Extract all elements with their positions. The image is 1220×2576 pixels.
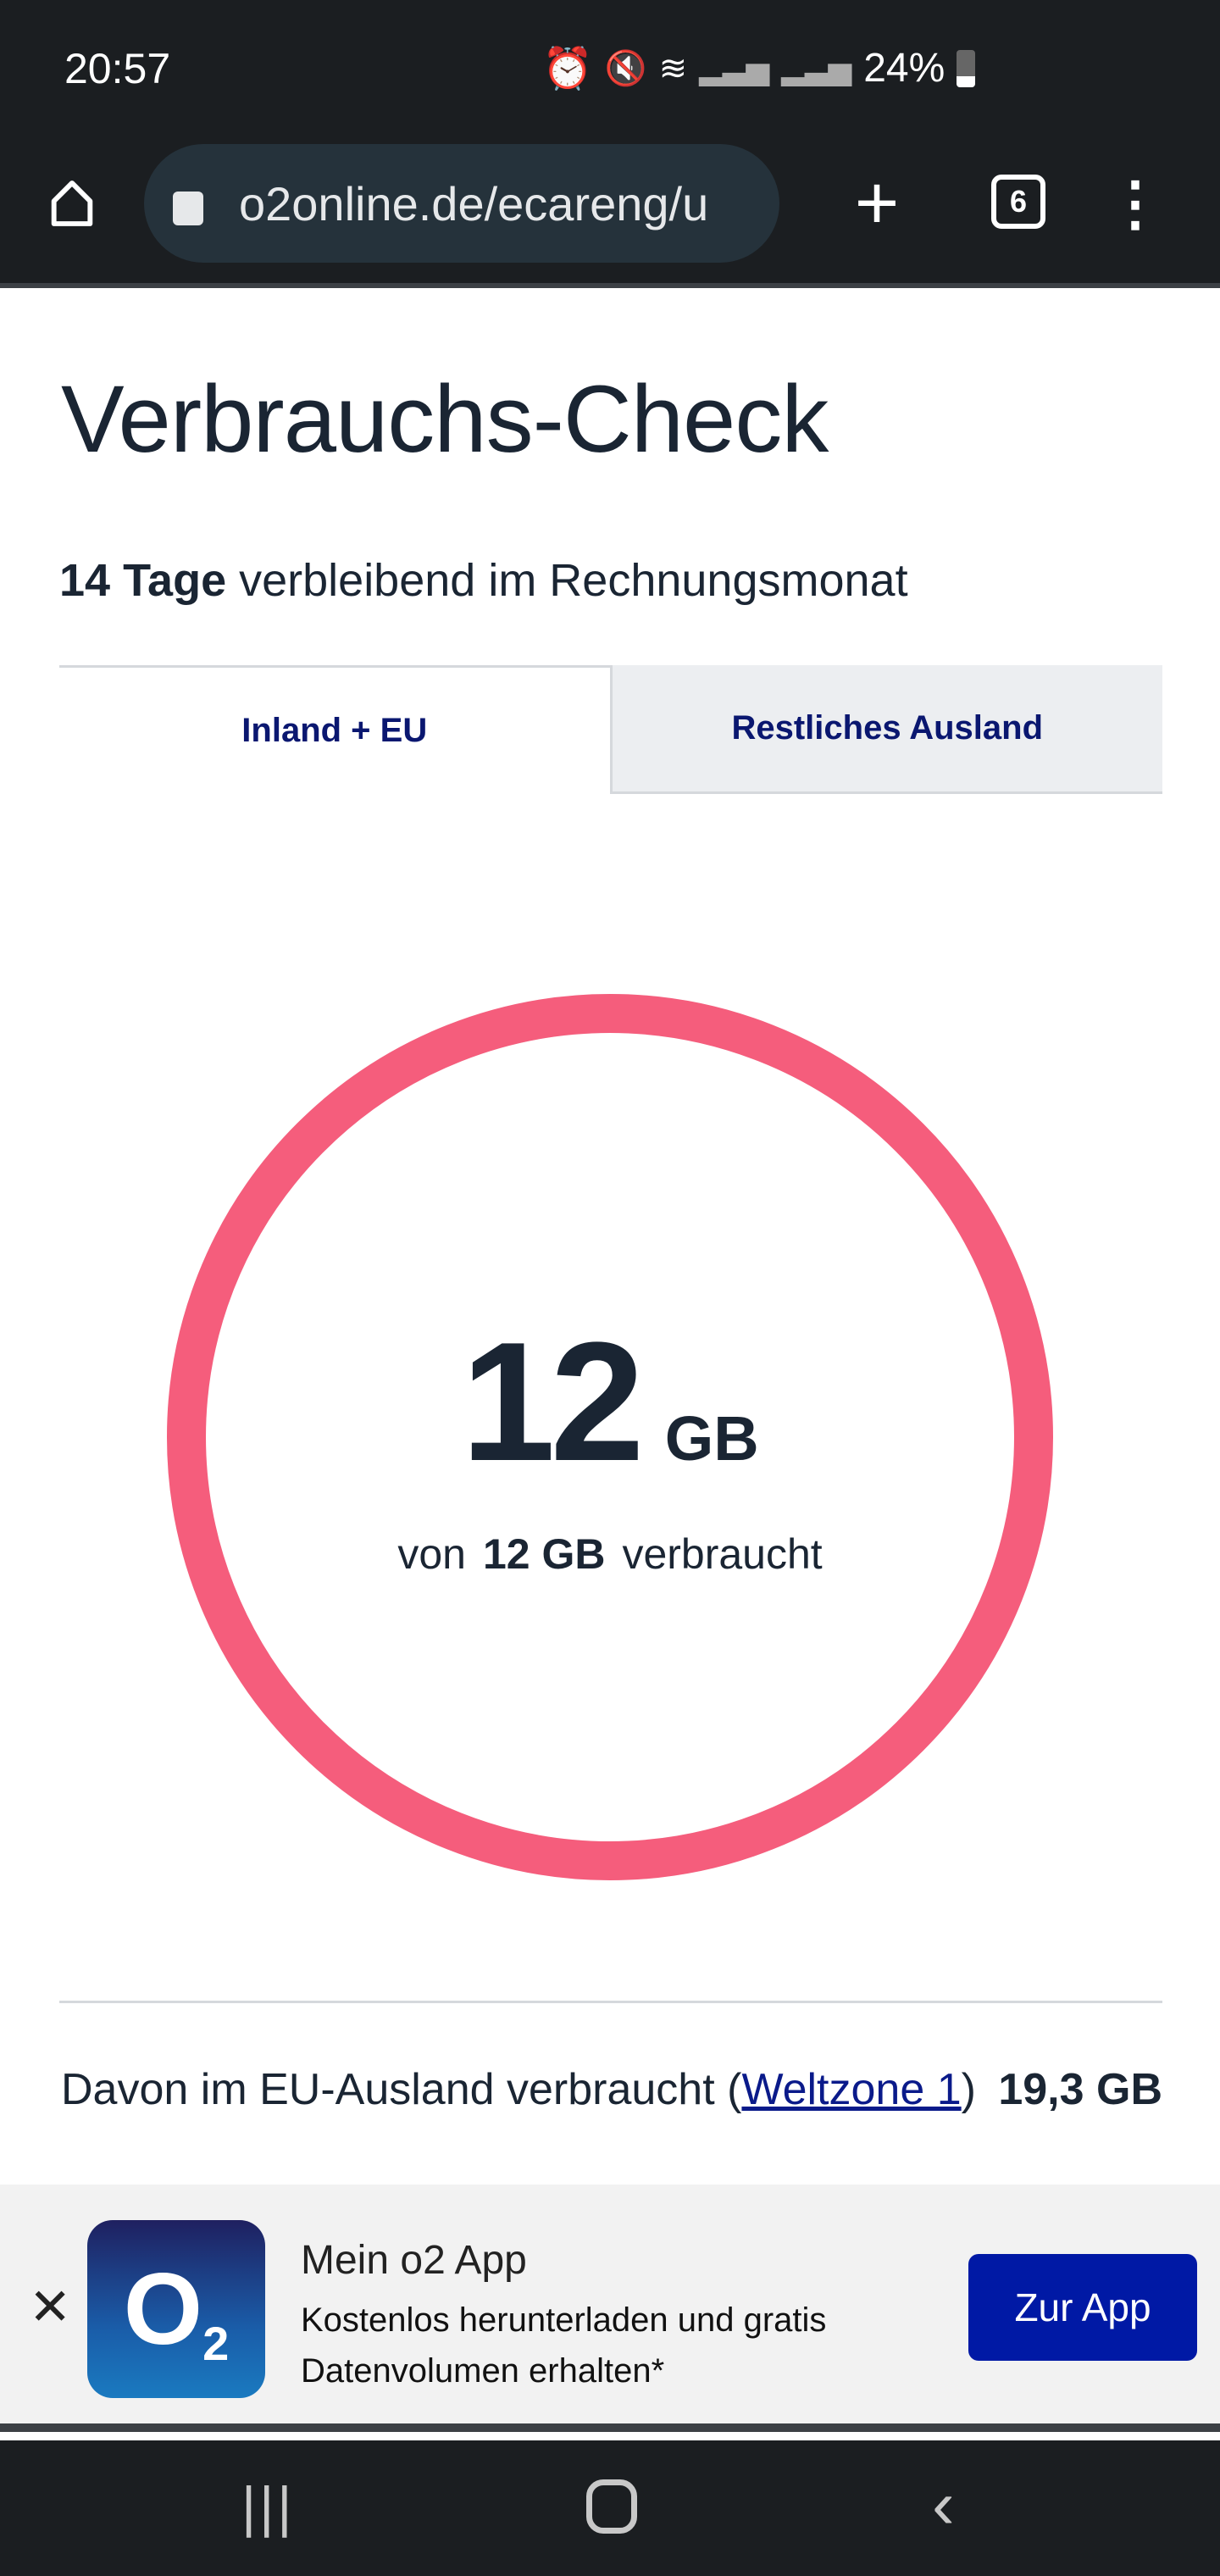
usage-total: 12 GB (482, 1530, 606, 1578)
usage-ring (167, 994, 1053, 1880)
usage-suffix: verbraucht (622, 1530, 823, 1578)
close-icon[interactable]: ✕ (29, 2279, 72, 2335)
days-remaining: 14 Tage verbleibend im Rechnungsmonat (59, 554, 908, 607)
tab-count: 6 (1009, 184, 1028, 219)
page-title: Verbrauchs-Check (61, 366, 829, 472)
back-icon[interactable]: ‹ (932, 2467, 955, 2542)
home-icon[interactable] (34, 144, 110, 263)
usage-unit: GB (664, 1403, 759, 1474)
signal-icon: ▂▃▅ (781, 50, 852, 86)
tab-restliches-ausland[interactable]: Restliches Ausland (612, 665, 1162, 794)
eu-label-suffix: ) (961, 2065, 976, 2114)
divider (59, 2001, 1162, 2003)
browser-toolbar: o2online.de/ecareng/u + 6 ⋮ (0, 144, 1220, 288)
url-bar[interactable]: o2online.de/ecareng/u (144, 144, 779, 263)
more-icon[interactable]: ⋮ (1106, 170, 1165, 236)
eu-usage-label: Davon im EU-Ausland verbraucht (Weltzone… (61, 2055, 976, 2124)
days-remaining-text: verbleibend im Rechnungsmonat (226, 555, 908, 606)
zur-app-button[interactable]: Zur App (968, 2254, 1197, 2361)
tabs-icon[interactable]: 6 (991, 175, 1045, 229)
eu-label-prefix: Davon im EU-Ausland verbraucht ( (61, 2065, 742, 2114)
recent-apps-icon[interactable]: ||| (241, 2475, 296, 2538)
eu-usage-value: 19,3 GB (998, 2065, 1162, 2114)
weltzone-link[interactable]: Weltzone 1 (741, 2065, 962, 2114)
of-prefix: von (397, 1530, 466, 1578)
banner-title: Mein o2 App (301, 2238, 527, 2283)
region-tabs: Inland + EU Restliches Ausland (59, 665, 1162, 794)
home-icon[interactable] (586, 2479, 637, 2534)
alarm-icon: ⏰ (542, 47, 593, 92)
lock-icon (173, 192, 203, 225)
clock: 20:57 (64, 45, 171, 92)
signal-icon: ▂▃▅ (699, 50, 770, 86)
usage-ring-fill (167, 994, 1053, 1880)
battery-text: 24% (863, 46, 946, 91)
mute-icon: 🔇 (604, 50, 647, 87)
tab-inland-eu[interactable]: Inland + EU (59, 665, 613, 794)
days-remaining-count: 14 Tage (59, 555, 227, 606)
usage-of-total: von 12 GB verbraucht (0, 1530, 1220, 1579)
usage-amount: 12 GB (0, 1305, 1220, 1500)
status-bar: 20:57 ⏰ 🔇 ≋ ▂▃▅ ▂▃▅ 24% (0, 0, 1220, 144)
eu-usage-row: Davon im EU-Ausland verbraucht (Weltzone… (61, 2055, 1162, 2124)
banner-text: Kostenlos herunterladen und gratis Daten… (301, 2301, 827, 2390)
battery-icon (957, 49, 976, 87)
wifi-icon: ≋ (658, 49, 688, 87)
navigation-bar: ||| ‹ (0, 2440, 1220, 2576)
status-icons: ⏰ 🔇 ≋ ▂▃▅ ▂▃▅ 24% (542, 44, 976, 92)
plus-icon[interactable]: + (854, 160, 900, 246)
usage-number: 12 (461, 1307, 644, 1496)
url-text: o2online.de/ecareng/u (239, 176, 709, 230)
